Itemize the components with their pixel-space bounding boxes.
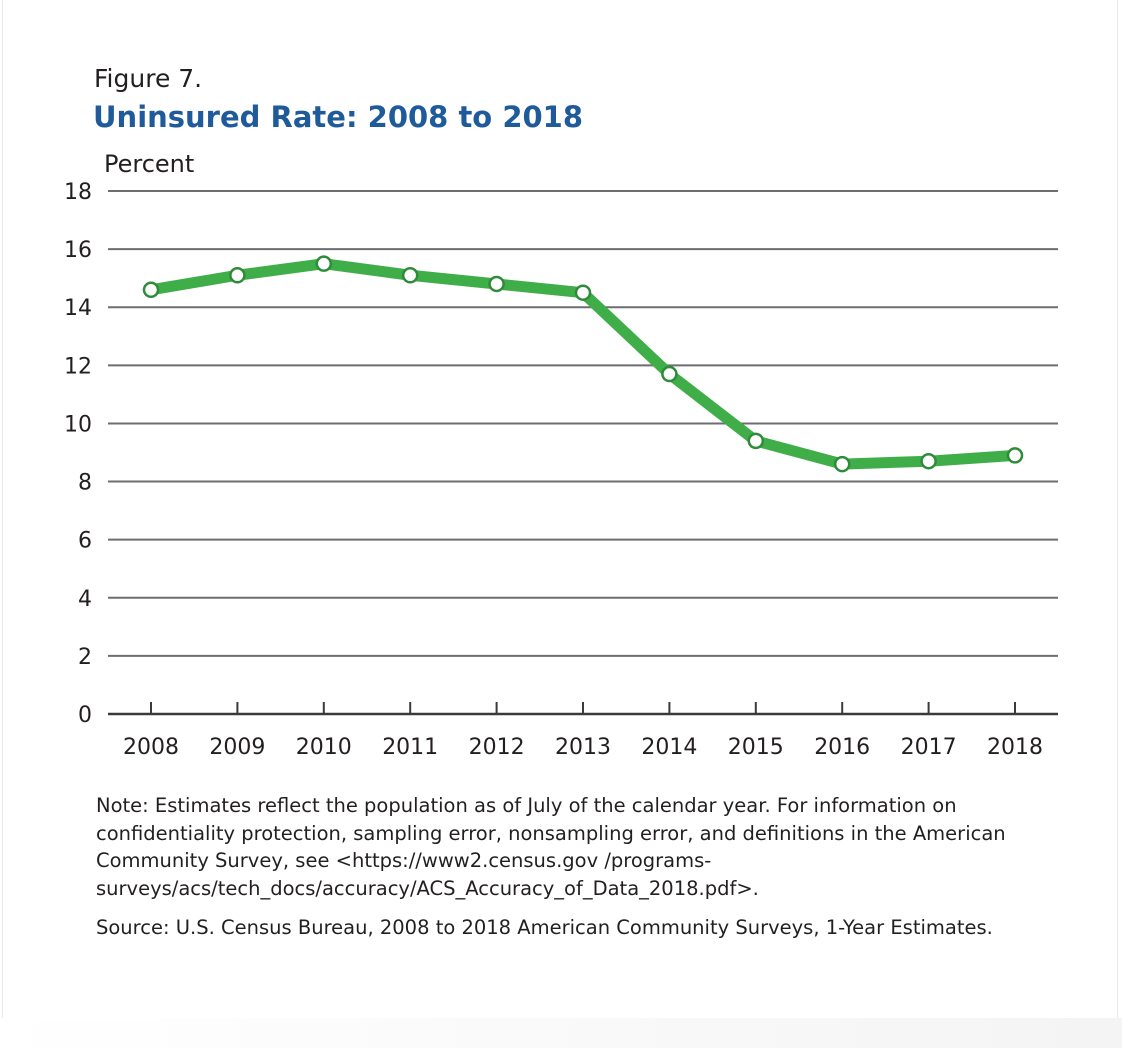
x-tick-label: 2011 <box>382 735 438 760</box>
x-tick-label: 2018 <box>987 735 1043 760</box>
x-tick-label: 2017 <box>901 735 957 760</box>
data-point <box>229 267 246 284</box>
y-tick-label: 16 <box>64 238 92 263</box>
x-tick-label: 2014 <box>641 735 697 760</box>
x-tick-label: 2010 <box>296 735 352 760</box>
chart-title: Uninsured Rate: 2008 to 2018 <box>93 100 584 134</box>
y-tick-label: 12 <box>64 354 92 379</box>
data-point <box>661 365 678 383</box>
data-point <box>574 284 592 301</box>
x-tick-label: 2008 <box>123 735 179 760</box>
data-point <box>920 452 937 470</box>
x-tick-label: 2016 <box>814 735 870 760</box>
x-tick-label: 2013 <box>555 735 611 760</box>
x-tick-label: 2015 <box>728 735 784 760</box>
y-tick-label: 18 <box>64 180 92 205</box>
data-point <box>142 281 160 299</box>
chart-frame <box>2 0 1118 1018</box>
data-point <box>833 455 851 473</box>
page-bottom <box>0 1018 1122 1048</box>
x-tick-label: 2012 <box>469 735 525 760</box>
figure-label: Figure 7. <box>94 64 203 93</box>
y-tick-label: 10 <box>64 412 92 437</box>
x-tick-label: 2009 <box>209 735 265 760</box>
data-point <box>401 267 419 284</box>
data-point <box>315 255 333 272</box>
data-point <box>1006 447 1024 464</box>
y-tick-label: 6 <box>78 529 92 554</box>
y-tick-label: 2 <box>78 645 92 670</box>
data-point <box>488 275 505 293</box>
y-tick-label: 4 <box>78 587 92 612</box>
y-axis-label: Percent <box>104 150 195 178</box>
chart-note: Note: Estimates reflect the population a… <box>96 794 1006 900</box>
y-tick-label: 8 <box>78 471 92 496</box>
data-point <box>747 432 765 450</box>
chart-source: Source: U.S. Census Bureau, 2008 to 2018… <box>96 916 993 939</box>
y-tick-label: 0 <box>78 703 92 728</box>
y-tick-label: 14 <box>64 296 92 321</box>
